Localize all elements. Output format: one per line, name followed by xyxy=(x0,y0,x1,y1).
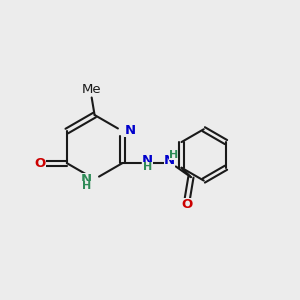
Text: N: N xyxy=(142,154,153,167)
Text: H: H xyxy=(142,162,152,172)
Text: H: H xyxy=(169,150,178,160)
Text: O: O xyxy=(34,157,46,169)
Text: H: H xyxy=(82,181,91,191)
Text: N: N xyxy=(124,124,136,137)
Text: N: N xyxy=(164,154,175,167)
Text: O: O xyxy=(182,198,193,211)
Text: N: N xyxy=(81,173,92,186)
Text: Me: Me xyxy=(82,83,101,96)
